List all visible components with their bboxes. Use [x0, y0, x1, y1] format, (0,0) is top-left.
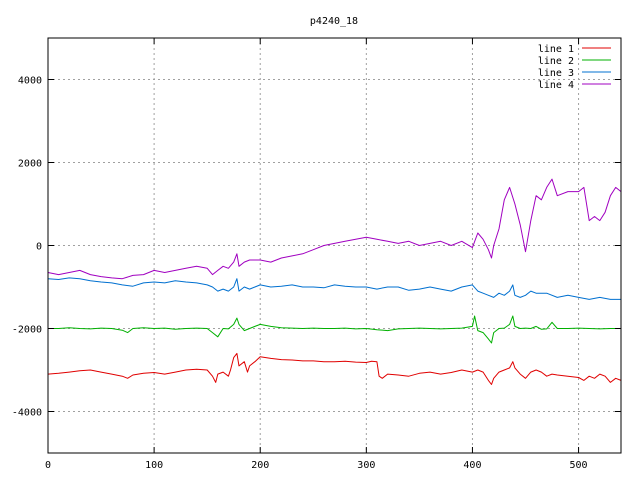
legend-label-4: line 4 [538, 80, 574, 91]
x-tick-label: 200 [251, 460, 269, 471]
grid [48, 38, 621, 453]
x-tick-label: 100 [145, 460, 163, 471]
axis-ticks: 0 100 200 300 400 500 -4000 -2000 0 2000 4000 [12, 38, 621, 471]
x-tick-label: 0 [45, 460, 51, 471]
x-tick-label: 500 [570, 460, 588, 471]
y-tick-label: 2000 [18, 159, 42, 170]
y-tick-label: -2000 [12, 325, 42, 336]
x-tick-label: 400 [463, 460, 481, 471]
legend-label-1: line 1 [538, 44, 574, 55]
y-tick-label: 4000 [18, 76, 42, 87]
legend-label-2: line 2 [538, 56, 574, 67]
legend-label-3: line 3 [538, 68, 574, 79]
y-tick-label: -4000 [12, 408, 42, 419]
series-lines [47, 178, 622, 385]
series-line-3 [47, 277, 621, 300]
series-line-1 [47, 352, 622, 385]
chart-title: p4240_18 [310, 16, 358, 27]
x-tick-label: 300 [357, 460, 375, 471]
y-tick-label: 0 [36, 242, 42, 253]
series-line-4 [47, 178, 622, 280]
series-line-2 [48, 315, 621, 344]
